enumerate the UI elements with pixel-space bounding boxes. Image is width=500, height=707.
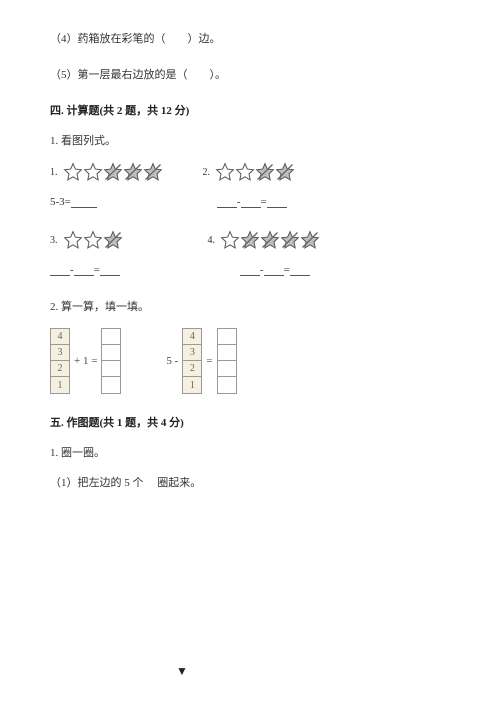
op-b1: 5 -: [166, 355, 178, 367]
question-5: （5）第一层最右边放的是（ ）。: [50, 66, 450, 82]
stack-a-in: 4 3 2 1: [50, 328, 70, 394]
section-4-title: 四. 计算题(共 2 题，共 12 分): [50, 102, 450, 118]
stack-b-out: [217, 328, 237, 394]
cell: 3: [51, 345, 69, 361]
cell: 4: [51, 329, 69, 345]
section-4-prob2: 2. 算一算，填一填。: [50, 298, 450, 314]
label-2: 2.: [203, 167, 211, 178]
star-row-1: 1. 2.: [50, 162, 450, 182]
stack-b-in: 4 3 2 1: [182, 328, 202, 394]
stack-item-a: 4 3 2 1 + 1 =: [50, 328, 121, 394]
cell: [102, 361, 120, 377]
cell: [218, 329, 236, 345]
cell: 1: [51, 377, 69, 393]
question-4: （4）药箱放在彩笔的（ ）边。: [50, 30, 450, 46]
op-a: + 1 =: [74, 355, 97, 367]
star-group-3: 3.: [50, 230, 123, 250]
eq-3: -=: [50, 264, 120, 276]
cell: [218, 377, 236, 393]
section-5-title: 五. 作图题(共 1 题，共 4 分): [50, 414, 450, 430]
star-group-2: 2.: [203, 162, 296, 182]
cell: 1: [183, 377, 201, 393]
eq-4: -=: [240, 264, 310, 276]
star-group-4: 4.: [208, 230, 321, 250]
cell: 4: [183, 329, 201, 345]
star-group-1: 1.: [50, 162, 163, 182]
cell: [218, 345, 236, 361]
stack-row: 4 3 2 1 + 1 = 5 - 4 3 2 1 =: [50, 328, 450, 394]
label-4: 4.: [208, 235, 216, 246]
cell: [102, 329, 120, 345]
down-arrow-icon: ▼: [176, 664, 188, 679]
label-1: 1.: [50, 167, 58, 178]
section-5-prob1: 1. 圈一圈。: [50, 444, 450, 460]
stack-a-out: [101, 328, 121, 394]
equation-row-2: -= -=: [50, 264, 450, 276]
stack-item-b: 5 - 4 3 2 1 =: [166, 328, 236, 394]
cell: [102, 345, 120, 361]
op-b2: =: [206, 355, 212, 367]
eq-2: -=: [217, 196, 287, 208]
cell: 2: [183, 361, 201, 377]
cell: 3: [183, 345, 201, 361]
eq-1: 5-3=: [50, 196, 97, 208]
section-5-sub1: （1）把左边的 5 个 圈起来。: [50, 474, 450, 490]
cell: [218, 361, 236, 377]
label-3: 3.: [50, 235, 58, 246]
star-row-2: 3. 4.: [50, 230, 450, 250]
equation-row-1: 5-3= -=: [50, 196, 450, 208]
cell: [102, 377, 120, 393]
cell: 2: [51, 361, 69, 377]
section-4-prob1: 1. 看图列式。: [50, 132, 450, 148]
